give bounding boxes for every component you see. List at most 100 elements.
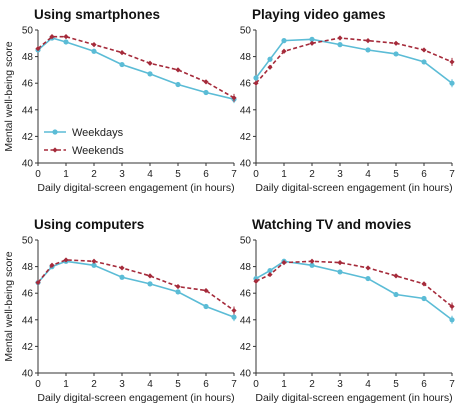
data-point-weekdays (203, 303, 209, 310)
panel-1: Using smartphones 40 42 44 46 48 50 0 1 2 3 4 5 6 7 Dai… (3, 7, 237, 194)
x-tick-label: 2 (309, 379, 315, 390)
data-point-weekdays (147, 281, 153, 287)
data-point-weekdays (365, 275, 371, 282)
x-tick-label: 3 (337, 379, 343, 390)
data-point-weekdays (91, 48, 97, 54)
y-tick-label: 46 (22, 79, 34, 90)
x-tick-label: 5 (393, 379, 399, 390)
y-axis-title: Mental well-being score (3, 41, 15, 151)
data-point-weekends (119, 265, 125, 271)
data-point-weekdays (203, 89, 209, 96)
data-point-weekdays (421, 59, 427, 65)
x-tick-label: 3 (119, 169, 125, 180)
panel-4: Watching TV and movies 40 42 44 46 48 50 0 1 2 3 4 5… (240, 217, 455, 404)
y-tick-label: 44 (22, 315, 34, 326)
panel-title: Using computers (34, 217, 144, 232)
data-point-weekdays (337, 269, 343, 275)
y-tick-label: 44 (240, 315, 252, 326)
x-tick-label: 0 (35, 169, 41, 180)
data-point-weekends (253, 278, 259, 284)
x-tick-label: 6 (203, 379, 209, 390)
data-point-weekdays (147, 71, 153, 77)
data-point-weekends (281, 260, 287, 266)
panel-title: Playing video games (252, 7, 386, 22)
data-point-weekends (203, 79, 209, 85)
y-tick-label: 46 (240, 79, 252, 90)
x-tick-label: 5 (175, 169, 181, 180)
x-tick-label: 1 (281, 169, 287, 180)
y-tick-label: 50 (240, 236, 252, 247)
x-tick-label: 0 (253, 379, 259, 390)
data-point-weekdays (267, 267, 273, 274)
data-point-weekends (393, 273, 399, 279)
x-tick-label: 7 (449, 169, 455, 180)
x-tick-label: 7 (449, 379, 455, 390)
panel-3: Using computers 40 42 44 46 48 50 0 1 2 3 4 5 6 7 Daily… (3, 217, 237, 404)
legend-marker-weekends (52, 147, 58, 153)
x-tick-label: 0 (253, 169, 259, 180)
y-tick-label: 48 (240, 262, 252, 273)
x-tick-label: 2 (309, 169, 315, 180)
legend-label-weekdays: Weekdays (72, 127, 124, 139)
x-tick-label: 6 (421, 379, 427, 390)
x-tick-label: 3 (337, 169, 343, 180)
x-axis-title: Daily digital-screen engagement (in hour… (37, 182, 234, 194)
x-tick-label: 5 (175, 379, 181, 390)
x-tick-label: 5 (393, 169, 399, 180)
series-line-weekends (37, 259, 235, 312)
data-point-weekdays (393, 291, 399, 298)
x-tick-label: 4 (365, 379, 371, 390)
legend-label-weekends: Weekends (72, 145, 124, 157)
y-tick-label: 46 (22, 289, 34, 300)
data-point-weekdays (267, 56, 273, 62)
data-point-weekdays (253, 75, 259, 81)
y-tick-label: 44 (240, 105, 252, 116)
data-point-weekends (365, 38, 371, 44)
data-point-weekends (91, 258, 97, 264)
data-point-weekends (267, 271, 273, 278)
data-point-weekends (35, 46, 41, 52)
y-tick-label: 42 (22, 132, 34, 143)
data-point-weekends (309, 40, 315, 46)
data-point-weekends (147, 273, 153, 279)
data-point-weekdays (393, 51, 399, 57)
x-axis-title: Daily digital-screen engagement (in hour… (255, 392, 452, 404)
y-tick-label: 50 (22, 26, 34, 37)
data-point-weekends (421, 281, 427, 287)
data-point-weekdays (63, 39, 69, 45)
data-point-weekends (309, 258, 315, 264)
data-point-weekends (49, 34, 55, 40)
data-point-weekends (175, 67, 181, 73)
data-point-weekdays (175, 289, 181, 295)
series-line-weekdays (37, 37, 235, 100)
data-point-weekends (35, 279, 41, 286)
y-tick-label: 48 (240, 52, 252, 63)
y-tick-label: 48 (22, 52, 34, 63)
series-line-weekends (255, 260, 453, 308)
x-tick-label: 6 (203, 169, 209, 180)
x-tick-label: 3 (119, 379, 125, 390)
data-point-weekends (253, 80, 259, 86)
x-tick-label: 1 (63, 379, 69, 390)
x-tick-label: 4 (147, 169, 153, 180)
x-tick-label: 7 (231, 169, 237, 180)
y-tick-label: 42 (240, 342, 252, 353)
x-axis-title: Daily digital-screen engagement (in hour… (255, 182, 452, 194)
data-point-weekends (175, 283, 181, 290)
data-point-weekdays (119, 61, 125, 68)
legend-marker-weekdays (52, 129, 58, 135)
data-point-weekdays (337, 42, 343, 48)
x-tick-label: 1 (281, 379, 287, 390)
data-point-weekends (119, 50, 125, 56)
data-point-weekends (393, 40, 399, 46)
data-point-weekends (421, 47, 427, 53)
x-tick-label: 2 (91, 379, 97, 390)
data-point-weekends (63, 257, 69, 263)
y-tick-label: 48 (22, 262, 34, 273)
y-tick-label: 40 (240, 159, 252, 170)
series-line-weekends (37, 35, 235, 99)
data-point-weekends (49, 262, 55, 268)
panel-2: Playing video games 40 42 44 46 48 50 0 1 2 3 4 5 6 7 D… (240, 7, 455, 194)
y-tick-label: 50 (22, 236, 34, 247)
